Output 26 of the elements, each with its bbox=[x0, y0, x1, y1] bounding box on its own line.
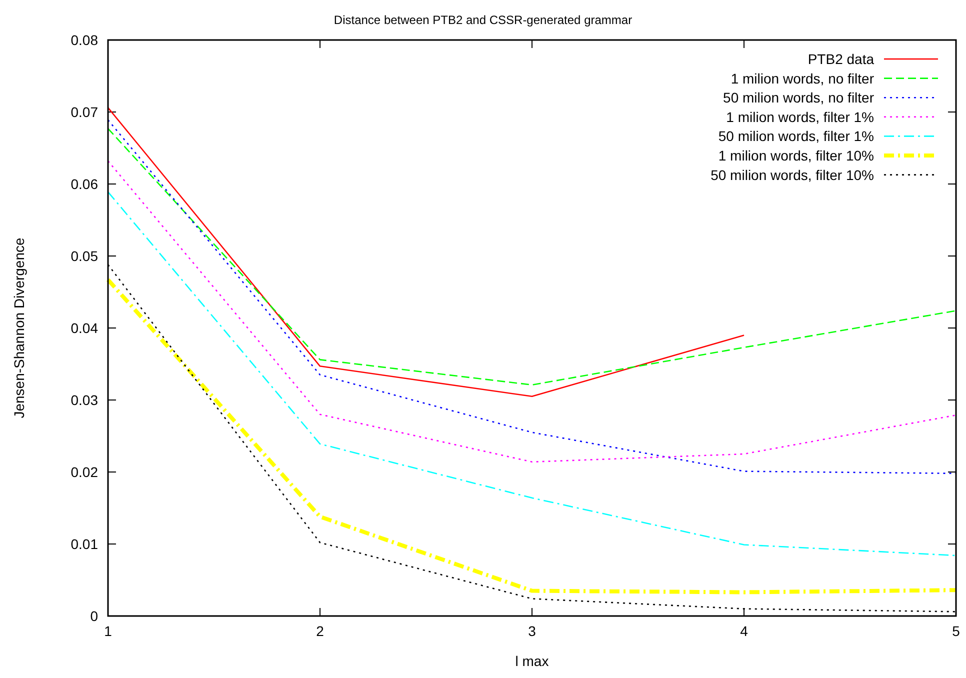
chart-title: Distance between PTB2 and CSSR-generated grammar bbox=[334, 13, 632, 27]
x-tick-label: 1 bbox=[104, 623, 112, 639]
legend-label: 1 milion words, filter 10% bbox=[718, 148, 874, 164]
y-tick-label: 0.02 bbox=[70, 464, 98, 480]
y-tick-label: 0.08 bbox=[70, 32, 98, 48]
x-tick-label: 3 bbox=[528, 623, 536, 639]
legend-label: 50 milion words, filter 10% bbox=[710, 166, 874, 183]
y-tick-label: 0.05 bbox=[70, 248, 98, 264]
y-axis-title: Jensen-Shannon Divergence bbox=[11, 238, 27, 418]
y-tick-label: 0.04 bbox=[70, 320, 98, 336]
x-tick-label: 4 bbox=[740, 623, 748, 639]
legend-label: 1 milion words, no filter bbox=[730, 70, 874, 86]
line-series bbox=[107, 191, 957, 556]
legend-label: 1 milion words, filter 1% bbox=[726, 108, 874, 125]
y-tick-label: 0.03 bbox=[70, 392, 98, 408]
y-tick-label: 0.01 bbox=[70, 536, 98, 552]
line-series bbox=[107, 128, 957, 386]
legend-label: 50 milion words, filter 1% bbox=[718, 128, 874, 144]
y-tick-label: 0.06 bbox=[70, 176, 98, 192]
legend-label: 50 milion words, no filter bbox=[723, 90, 874, 106]
x-tick-label: 2 bbox=[316, 623, 324, 639]
y-tick-label: 0.07 bbox=[70, 104, 98, 120]
x-axis-title: l max bbox=[515, 653, 549, 669]
x-tick-label: 5 bbox=[952, 623, 960, 639]
y-tick-label: 0 bbox=[90, 608, 98, 624]
legend-label: PTB2 data bbox=[808, 51, 874, 67]
